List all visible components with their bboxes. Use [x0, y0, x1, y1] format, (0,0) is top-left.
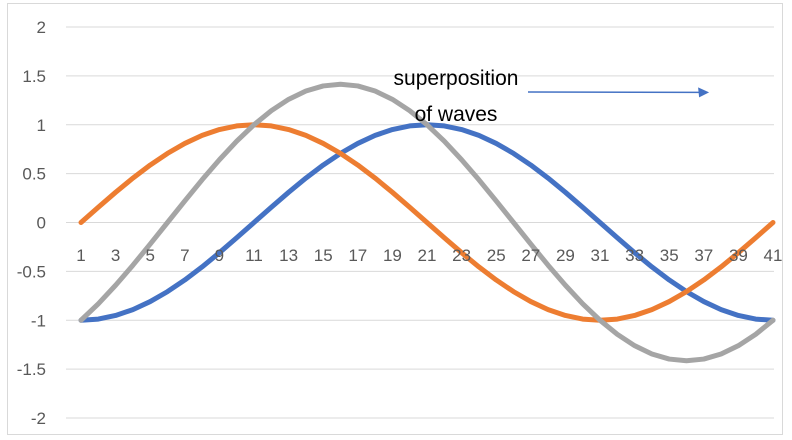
x-tick-label: 13	[279, 246, 298, 265]
x-tick-label: 27	[521, 246, 540, 265]
x-tick-label: 41	[764, 246, 783, 265]
x-tick-label: 17	[348, 246, 367, 265]
y-tick-label: 1.5	[22, 67, 46, 86]
x-axis-ticks: 1 3 5 7 9 11 13 15 17 19 21 23 25 27 29 31 33 35 37 39 41	[76, 246, 782, 265]
series-lines	[78, 81, 776, 364]
annotation: superposition of waves	[394, 67, 710, 126]
x-tick-label: 19	[383, 246, 402, 265]
x-tick-label: 29	[556, 246, 575, 265]
y-tick-label: 0.5	[22, 165, 46, 184]
y-tick-label: -0.5	[17, 262, 46, 281]
x-tick-label: 3	[111, 246, 120, 265]
x-tick-label: 21	[418, 246, 437, 265]
y-tick-label: -1	[31, 311, 46, 330]
y-axis-ticks: 2 1.5 1 0.5 0 -0.5 -1 -1.5 -2	[17, 18, 46, 428]
x-tick-label: 23	[452, 246, 471, 265]
annotation-line-2: of waves	[415, 103, 498, 126]
x-tick-label: 31	[591, 246, 610, 265]
x-tick-label: 15	[314, 246, 333, 265]
x-tick-label: 33	[625, 246, 644, 265]
series-line-3	[78, 81, 776, 364]
x-tick-label: 35	[660, 246, 679, 265]
x-tick-label: 5	[145, 246, 154, 265]
x-tick-label: 37	[694, 246, 713, 265]
y-tick-label: 2	[37, 18, 46, 37]
series-line-2	[78, 122, 776, 323]
annotation-line-1: superposition	[394, 67, 519, 90]
x-tick-label: 9	[215, 246, 224, 265]
x-tick-label: 11	[245, 246, 263, 265]
x-tick-label: 25	[487, 246, 506, 265]
x-tick-label: 39	[729, 246, 748, 265]
y-tick-label: -1.5	[17, 360, 46, 379]
y-tick-label: 0	[37, 214, 46, 233]
y-tick-label: -2	[31, 409, 46, 428]
x-tick-label: 1	[76, 246, 85, 265]
annotation-arrowhead	[698, 87, 710, 98]
x-tick-label: 7	[180, 246, 189, 265]
y-tick-label: 1	[37, 116, 46, 135]
chart-area	[7, 3, 783, 435]
